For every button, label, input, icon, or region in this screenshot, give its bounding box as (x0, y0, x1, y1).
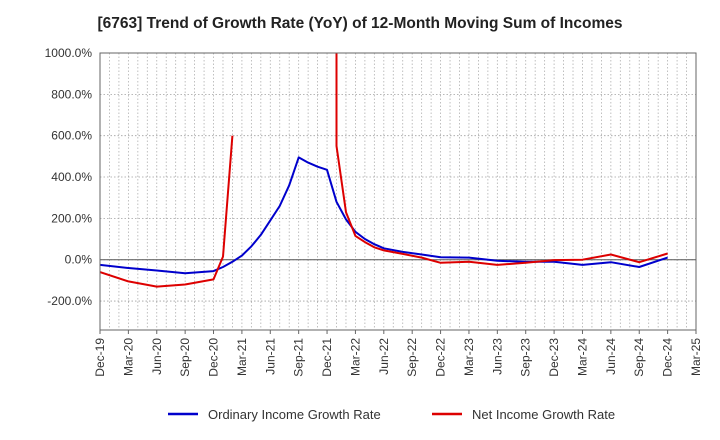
y-tick-label: 600.0% (51, 129, 92, 143)
x-tick-label: Dec-19 (93, 338, 107, 377)
y-tick-label: 0.0% (65, 253, 93, 267)
x-tick-label: Sep-21 (292, 338, 306, 377)
series-line-net-income (100, 135, 234, 288)
x-tick-label: Jun-21 (263, 338, 277, 375)
x-tick-label: Jun-20 (150, 338, 164, 375)
x-tick-label: Jun-24 (604, 338, 618, 375)
x-tick-label: Mar-24 (575, 338, 589, 376)
x-tick-label: Sep-23 (519, 338, 533, 377)
x-tick-label: Dec-20 (207, 338, 221, 377)
x-tick-label: Mar-22 (348, 338, 362, 376)
series-line-net-income (335, 53, 668, 266)
y-tick-label: 1000.0% (45, 46, 93, 60)
x-tick-label: Sep-22 (405, 338, 419, 377)
x-tick-label: Sep-24 (632, 338, 646, 377)
x-tick-label: Mar-25 (689, 338, 703, 376)
x-tick-label: Sep-20 (178, 338, 192, 377)
x-tick-label: Dec-22 (434, 338, 448, 377)
legend-label-net-income: Net Income Growth Rate (472, 407, 615, 422)
series-line-ordinary-income (100, 156, 668, 275)
y-tick-label: 200.0% (51, 211, 92, 225)
x-tick-label: Mar-23 (462, 338, 476, 376)
x-tick-label: Jun-23 (490, 338, 504, 375)
legend-label-ordinary-income: Ordinary Income Growth Rate (208, 407, 381, 422)
x-tick-label: Mar-21 (235, 338, 249, 376)
x-tick-label: Dec-24 (661, 338, 675, 377)
x-tick-label: Mar-20 (121, 338, 135, 376)
plot-frame (99, 52, 697, 331)
chart-title: [6763] Trend of Growth Rate (YoY) of 12-… (97, 15, 623, 32)
y-tick-label: 400.0% (51, 170, 92, 184)
y-tick-label: 800.0% (51, 87, 92, 101)
x-tick-label: Jun-22 (377, 338, 391, 375)
x-tick-label: Dec-23 (547, 338, 561, 377)
y-tick-label: -200.0% (47, 294, 92, 308)
x-tick-label: Dec-21 (320, 338, 334, 377)
